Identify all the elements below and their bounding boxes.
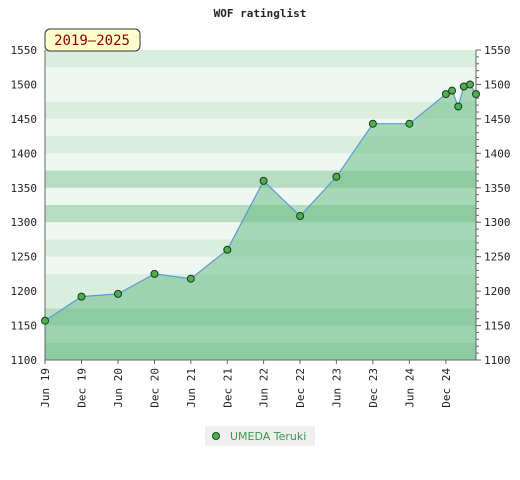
- x-tick-label: Jun 22: [258, 368, 271, 408]
- data-point: [441, 90, 450, 99]
- data-point: [454, 102, 463, 111]
- series-area-fill: [45, 84, 476, 361]
- x-tick-label: Dec 24: [440, 368, 453, 408]
- y-tick-label-right: 1250: [484, 251, 511, 264]
- data-point: [472, 90, 480, 99]
- legend-box: [205, 426, 315, 446]
- y-tick-label-right: 1400: [484, 147, 511, 160]
- period-badge-label: 2019–2025: [54, 33, 130, 49]
- data-point: [223, 245, 232, 254]
- period-badge: 2019–2025: [44, 28, 141, 52]
- x-tick-label: Dec 22: [294, 368, 307, 408]
- x-tick-label: Dec 20: [148, 368, 161, 408]
- data-point: [405, 119, 414, 128]
- data-point: [296, 212, 305, 221]
- data-point: [332, 172, 341, 181]
- y-tick-label-right: 1350: [484, 182, 511, 195]
- x-tick-label: Jun 24: [403, 368, 416, 408]
- legend[interactable]: UMEDA Teruki: [205, 426, 315, 446]
- data-point: [150, 269, 159, 278]
- x-tick-label: Jun 21: [185, 368, 198, 408]
- background-band: [45, 67, 476, 85]
- period-badge-box: [44, 28, 141, 52]
- y-tick-label-right: 1550: [484, 44, 511, 57]
- background-band: [45, 50, 476, 68]
- y-tick-label-left: 1400: [11, 147, 38, 160]
- y-tick-label-right: 1450: [484, 113, 511, 126]
- y-tick-label-right: 1150: [484, 320, 511, 333]
- x-tick-label: Dec 23: [367, 368, 380, 408]
- x-tick-label: Jun 20: [112, 368, 125, 408]
- data-point: [41, 316, 49, 325]
- legend-marker: [212, 432, 220, 440]
- x-tick-label: Dec 19: [75, 368, 88, 408]
- y-tick-label-right: 1100: [484, 354, 511, 367]
- data-marks: [41, 80, 480, 325]
- data-point: [466, 80, 475, 89]
- y-tick-label-left: 1150: [11, 320, 38, 333]
- x-tick-label: Jun 23: [330, 368, 343, 408]
- axes: 1100 1100 1150 1150 1200 1200 1250 1250 1300 1300…: [11, 44, 511, 408]
- data-point: [186, 274, 195, 283]
- data-point: [113, 289, 122, 298]
- x-tick-label: Dec 21: [221, 368, 234, 408]
- y-tick-label-left: 1350: [11, 182, 38, 195]
- chart-title: WOF ratinglist: [214, 7, 307, 20]
- data-point: [77, 292, 86, 301]
- data-point: [259, 176, 268, 185]
- y-tick-label-left: 1550: [11, 44, 38, 57]
- y-tick-label-left: 1450: [11, 113, 38, 126]
- y-tick-label-left: 1250: [11, 251, 38, 264]
- y-tick-label-right: 1500: [484, 78, 511, 91]
- y-tick-label-right: 1300: [484, 216, 511, 229]
- legend-label[interactable]: UMEDA Teruki: [230, 430, 306, 443]
- background-band: [45, 101, 476, 119]
- y-tick-label-left: 1500: [11, 78, 38, 91]
- y-tick-label-left: 1100: [11, 354, 38, 367]
- data-point: [368, 119, 377, 128]
- y-tick-label-left: 1300: [11, 216, 38, 229]
- y-tick-label-left: 1200: [11, 285, 38, 298]
- x-tick-label: Jun 19: [39, 368, 52, 408]
- background-band: [45, 84, 476, 102]
- y-tick-label-right: 1200: [484, 285, 511, 298]
- data-point: [448, 86, 457, 95]
